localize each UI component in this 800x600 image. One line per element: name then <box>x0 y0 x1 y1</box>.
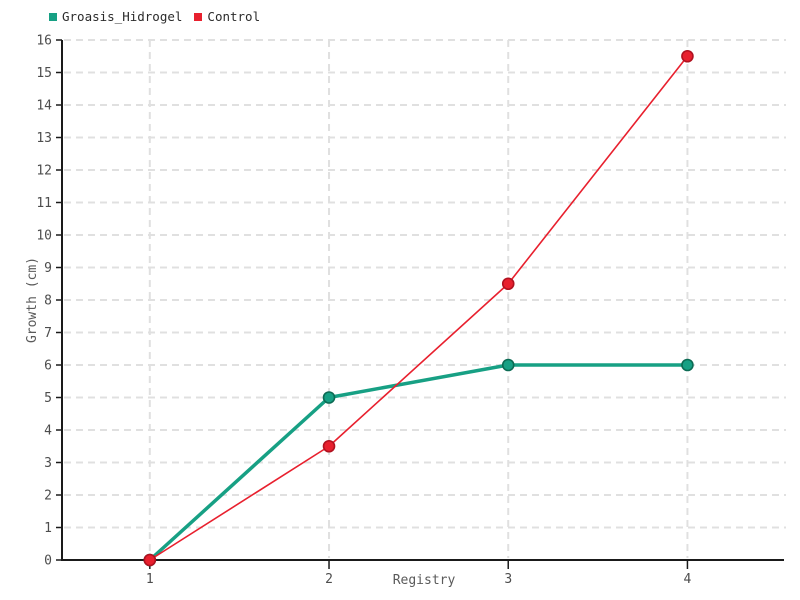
data-point-control[interactable] <box>322 439 336 453</box>
groasis-series-swatch-icon <box>49 13 57 21</box>
y-tick-label: 2 <box>44 489 52 504</box>
data-point-groasis_hidrogel[interactable] <box>501 358 515 372</box>
x-tick-label: 3 <box>504 572 512 587</box>
y-tick-label: 7 <box>44 326 52 341</box>
y-tick-label: 12 <box>36 164 52 179</box>
data-point-control[interactable] <box>143 553 157 567</box>
data-point-groasis_hidrogel[interactable] <box>322 391 336 404</box>
y-tick-label: 16 <box>36 34 52 49</box>
series-line-groasis_hidrogel <box>148 363 688 562</box>
control-series-swatch-icon <box>194 13 203 21</box>
y-tick-label: 5 <box>44 391 52 406</box>
y-tick-label: 15 <box>36 66 52 81</box>
legend-label-control: Control <box>207 9 261 24</box>
y-tick-label: 14 <box>36 99 52 114</box>
y-tick-label: 11 <box>36 196 52 211</box>
y-tick-label: 1 <box>44 521 52 536</box>
y-tick-label: 3 <box>44 456 52 471</box>
legend-item-groasis-hidrogel[interactable]: Groasis_Hidrogel <box>49 9 182 24</box>
data-point-control[interactable] <box>501 277 515 291</box>
x-tick-label: 4 <box>684 572 692 587</box>
y-tick-label: 8 <box>44 294 52 309</box>
y-tick-label: 6 <box>44 359 52 374</box>
series-line-control <box>149 55 689 561</box>
y-tick-label: 10 <box>36 229 52 244</box>
x-tick-label: 1 <box>146 572 154 587</box>
data-point-groasis_hidrogel[interactable] <box>681 358 694 372</box>
x-tick-label: 2 <box>325 572 333 587</box>
legend: Groasis_Hidrogel Control <box>49 9 260 24</box>
y-tick-label: 0 <box>44 554 52 569</box>
y-tick-label: 4 <box>44 424 52 439</box>
data-point-control[interactable] <box>681 49 694 63</box>
y-axis-title: Growth (cm) <box>25 257 40 343</box>
legend-label-groasis: Groasis_Hidrogel <box>62 9 183 24</box>
y-tick-label: 9 <box>44 261 52 276</box>
legend-item-control[interactable]: Control <box>194 9 260 24</box>
y-tick-label: 13 <box>36 131 52 146</box>
x-axis-title: Registry <box>393 573 456 588</box>
